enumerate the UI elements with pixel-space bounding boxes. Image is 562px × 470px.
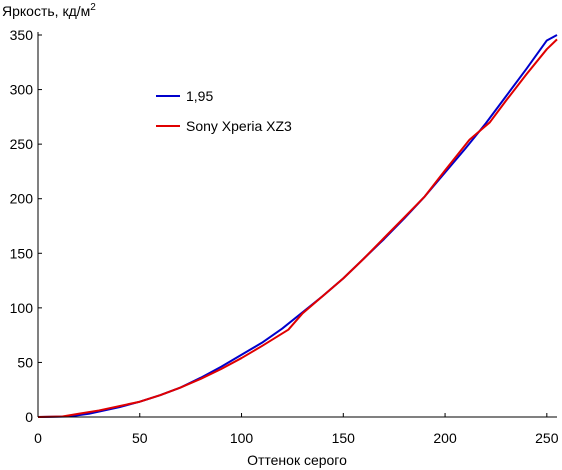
x-tick-label: 100 xyxy=(230,430,254,446)
legend-label-series-2: Sony Xperia XZ3 xyxy=(186,118,292,134)
y-axis-title: Яркость, кд/м2 xyxy=(2,2,96,19)
y-tick-label: 0 xyxy=(25,409,33,425)
y-tick-label: 150 xyxy=(10,245,34,261)
x-tick-label: 50 xyxy=(132,430,148,446)
x-axis-title: Оттенок серого xyxy=(247,452,347,468)
series-line-2 xyxy=(37,38,558,418)
x-tick-label: 150 xyxy=(332,430,356,446)
x-tick-label: 250 xyxy=(535,430,559,446)
series-layer xyxy=(37,34,558,418)
y-tick-label: 50 xyxy=(17,354,33,370)
legend-label-series-1: 1,95 xyxy=(186,88,213,104)
y-axis-ticks: 0 50 100 150 200 250 300 350 xyxy=(10,27,42,425)
y-tick-label: 200 xyxy=(10,191,34,207)
y-tick-label: 300 xyxy=(10,82,34,98)
y-tick-label: 350 xyxy=(10,27,34,43)
x-tick-label: 200 xyxy=(433,430,457,446)
series-line-1 xyxy=(37,34,558,418)
x-axis-ticks: 0 50 100 150 200 250 xyxy=(34,413,559,446)
y-tick-label: 250 xyxy=(10,136,34,152)
y-tick-label: 100 xyxy=(10,300,34,316)
x-tick-label: 0 xyxy=(34,430,42,446)
legend: 1,95 Sony Xperia XZ3 xyxy=(156,88,292,134)
